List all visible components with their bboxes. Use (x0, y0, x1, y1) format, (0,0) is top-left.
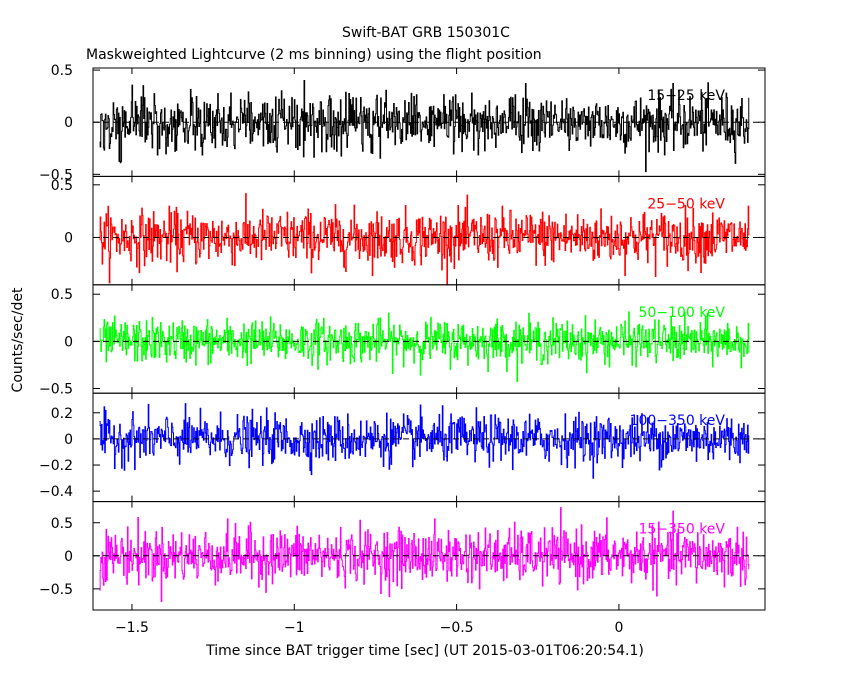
band-label-3: 100−350 keV (630, 413, 726, 429)
y-tick-label-3-0: −0.4 (39, 484, 73, 500)
y-tick-label-1-0: 0 (64, 230, 73, 246)
series-line-0 (99, 80, 750, 173)
panel-0: −0.5 0 0.5 15−25 keV (39, 63, 766, 183)
y-tick-label-4-2: 0.5 (51, 516, 73, 532)
y-tick-label-4-1: 0 (64, 549, 73, 565)
panel-2: −0.5 0 0.5 50−100 keV (39, 284, 766, 397)
y-tick-label-0-2: 0.5 (51, 63, 73, 79)
y-tick-label-3-3: 0.2 (51, 406, 73, 422)
x-tick-label-3: 0 (614, 620, 623, 636)
series-line-3 (99, 403, 750, 479)
band-label-0: 15−25 keV (647, 88, 725, 104)
x-tick-label-2: −0.5 (440, 620, 474, 636)
y-tick-label-0-1: 0 (64, 115, 73, 131)
band-label-1: 25−50 keV (647, 196, 725, 212)
panels-group: −0.5 0 0.5 15−25 keV 0 0.5 25−50 keV −0.5 0 0.5 50… (39, 63, 766, 636)
panel-4: −0.5 0 0.5 15−350 keV (39, 501, 766, 611)
y-tick-label-0-0: −0.5 (39, 167, 73, 183)
panel-3: −0.4 −0.2 0 0.2 100−350 keV (39, 392, 766, 503)
chart-title: Swift-BAT GRB 150301C (342, 25, 510, 41)
panel-1: 0 0.5 25−50 keV (51, 175, 766, 286)
chart-subtitle: Maskweighted Lightcurve (2 ms binning) u… (86, 47, 542, 63)
series-line-4 (99, 507, 750, 603)
y-tick-label-1-1: 0.5 (51, 178, 73, 194)
y-tick-label-2-1: 0 (64, 334, 73, 350)
y-tick-label-2-0: −0.5 (39, 381, 73, 397)
y-tick-label-2-2: 0.5 (51, 287, 73, 303)
band-label-2: 50−100 keV (638, 305, 725, 321)
y-axis-label: Counts/sec/det (10, 287, 26, 392)
y-tick-label-3-1: −0.2 (39, 458, 73, 474)
series-line-2 (99, 311, 750, 383)
x-axis-label: Time since BAT trigger time [sec] (UT 20… (205, 643, 644, 659)
y-tick-label-4-0: −0.5 (39, 582, 73, 598)
band-label-4: 15−350 keV (638, 522, 725, 538)
x-tick-label-0: −1.5 (115, 620, 149, 636)
y-tick-label-3-2: 0 (64, 432, 73, 448)
x-tick-label-1: −1 (284, 620, 305, 636)
series-line-1 (99, 193, 750, 286)
